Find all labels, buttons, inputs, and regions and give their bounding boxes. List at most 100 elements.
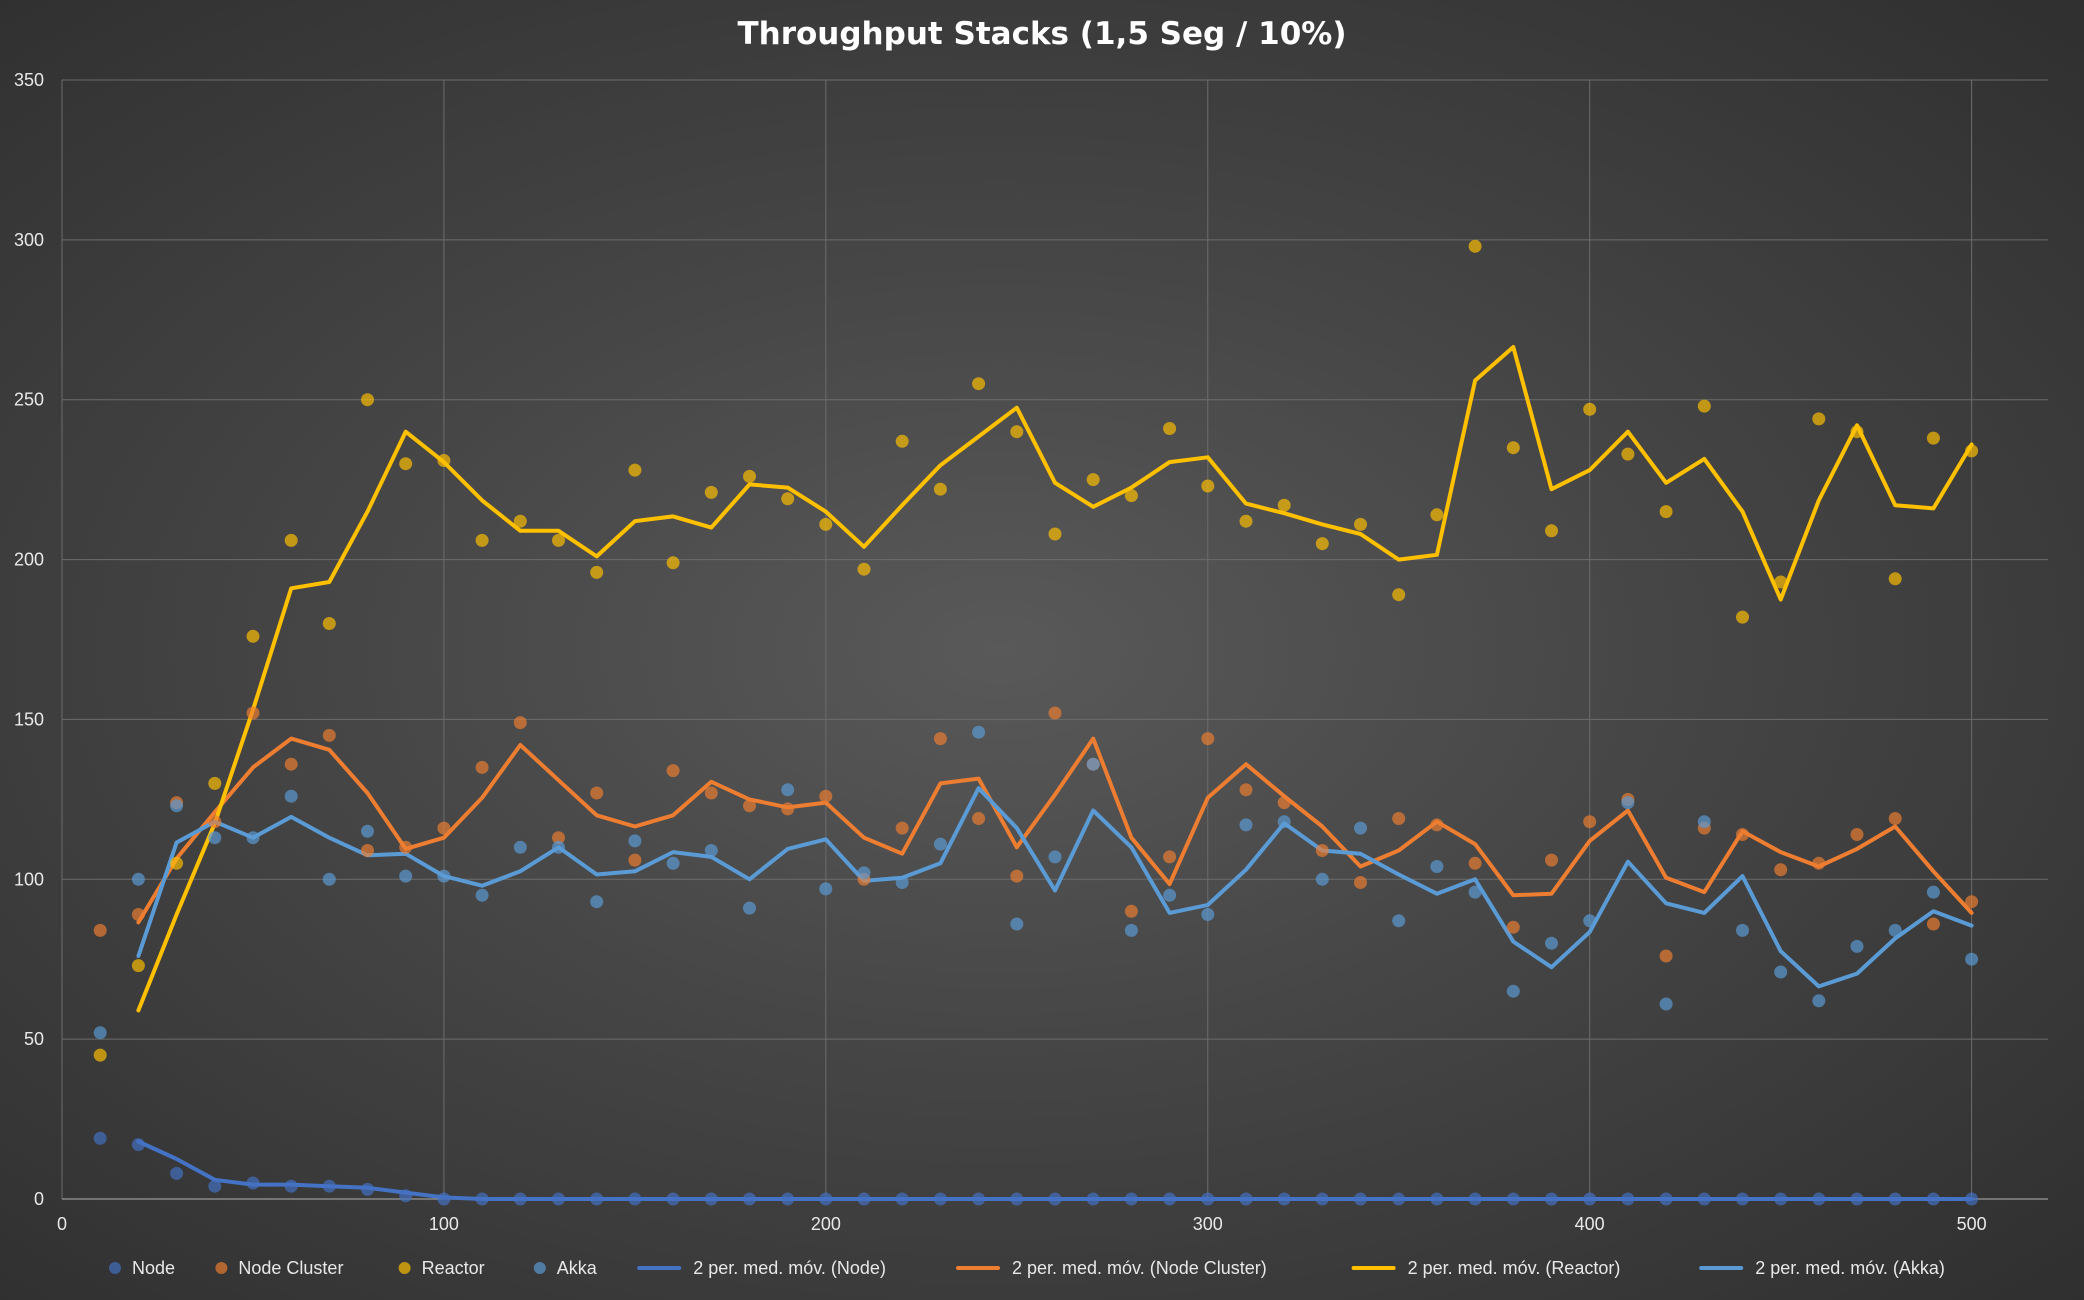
series-line-2-per-med-mov-node	[136, 1139, 1974, 1201]
point-reactor	[170, 856, 184, 870]
point-node-cluster	[437, 821, 451, 835]
point-reactor	[399, 457, 413, 471]
point-akka	[704, 844, 718, 857]
point-node-cluster	[93, 923, 107, 937]
point-node	[170, 1166, 184, 1180]
point-node-cluster	[1201, 732, 1215, 746]
point-reactor	[1697, 399, 1711, 413]
point-reactor	[857, 562, 871, 576]
point-node-cluster	[1048, 706, 1062, 720]
y-tick-label: 50	[24, 1029, 44, 1049]
point-node	[1621, 1192, 1635, 1206]
point-reactor	[590, 565, 604, 579]
point-node-cluster	[895, 821, 909, 835]
y-tick-label: 350	[14, 70, 44, 90]
y-tick-label: 100	[14, 869, 44, 889]
point-node-cluster	[1774, 863, 1788, 877]
y-tick-label: 300	[14, 230, 44, 250]
point-node	[1736, 1192, 1749, 1206]
legend-label: Node	[132, 1258, 175, 1278]
point-node	[1812, 1192, 1826, 1206]
point-node-cluster	[552, 831, 565, 845]
point-akka	[666, 856, 680, 870]
y-tick-label: 200	[14, 550, 44, 570]
point-node	[361, 1182, 374, 1196]
point-akka	[819, 882, 833, 896]
point-reactor	[475, 533, 489, 547]
point-node	[208, 1179, 222, 1193]
point-node-cluster	[399, 840, 413, 854]
legend: Node Node Cluster Reactor Akka 2 per. med. m…	[109, 1258, 1945, 1278]
point-layer	[93, 239, 1979, 1206]
point-node-cluster	[1010, 869, 1024, 883]
point-akka	[781, 783, 795, 797]
point-akka	[1124, 923, 1138, 937]
point-node	[1545, 1192, 1558, 1206]
point-node	[1430, 1192, 1444, 1206]
point-reactor	[1736, 610, 1749, 624]
point-node-cluster	[1315, 844, 1329, 857]
point-reactor	[1048, 527, 1062, 541]
point-akka	[170, 799, 184, 813]
point-node	[1583, 1192, 1597, 1206]
point-akka	[1621, 796, 1635, 810]
point-akka	[284, 789, 298, 803]
y-tick-label: 0	[34, 1189, 44, 1209]
point-reactor	[704, 485, 718, 499]
legend-item-node-cluster: Node Cluster	[215, 1258, 343, 1278]
point-akka	[93, 1026, 107, 1040]
point-akka	[513, 840, 527, 854]
point-node	[284, 1179, 298, 1193]
point-node-cluster	[1430, 818, 1444, 832]
point-node-cluster	[513, 716, 527, 730]
point-node	[93, 1131, 107, 1145]
point-node	[1965, 1192, 1979, 1206]
point-akka	[475, 888, 489, 902]
point-node-cluster	[1124, 904, 1138, 918]
point-reactor	[93, 1048, 107, 1062]
point-node	[781, 1192, 795, 1206]
point-node	[666, 1192, 680, 1206]
point-reactor	[552, 533, 565, 547]
point-node-cluster	[1965, 895, 1979, 909]
point-akka	[399, 869, 413, 883]
point-reactor	[1812, 412, 1826, 426]
point-reactor	[361, 393, 374, 407]
point-node-cluster	[933, 732, 947, 746]
point-akka	[1430, 860, 1444, 873]
point-reactor	[743, 469, 756, 483]
point-reactor	[246, 629, 260, 643]
point-akka	[1392, 914, 1406, 928]
point-node-cluster	[1239, 783, 1253, 797]
point-reactor	[1239, 514, 1253, 528]
point-node	[1659, 1192, 1673, 1206]
legend-item-2-per-med-mov-akka: 2 per. med. móv. (Akka)	[1699, 1258, 1945, 1278]
point-akka	[1736, 923, 1749, 937]
legend-swatch-marker	[215, 1262, 228, 1274]
series-line-2-per-med-mov-node-cluster	[136, 736, 1974, 925]
point-reactor	[1124, 489, 1138, 503]
point-akka	[743, 901, 756, 915]
point-reactor	[1086, 473, 1100, 487]
point-akka	[933, 837, 947, 851]
point-akka	[1965, 952, 1979, 966]
point-node	[1048, 1192, 1062, 1206]
legend-item-2-per-med-mov-node-cluster: 2 per. med. móv. (Node Cluster)	[956, 1258, 1267, 1278]
point-node-cluster	[1468, 856, 1482, 870]
point-node-cluster	[1812, 856, 1826, 870]
point-node-cluster	[246, 706, 260, 720]
point-node-cluster	[475, 760, 489, 774]
point-reactor	[1506, 441, 1520, 455]
point-akka	[1812, 994, 1826, 1008]
x-tick-label: 200	[811, 1214, 841, 1234]
point-reactor	[666, 556, 680, 570]
point-node	[437, 1192, 451, 1206]
point-reactor	[1965, 444, 1979, 458]
point-akka	[1010, 917, 1024, 931]
point-node	[475, 1192, 489, 1206]
point-reactor	[781, 492, 795, 506]
point-node-cluster	[1736, 828, 1749, 841]
point-node-cluster	[1163, 850, 1177, 864]
point-akka	[1659, 997, 1673, 1011]
